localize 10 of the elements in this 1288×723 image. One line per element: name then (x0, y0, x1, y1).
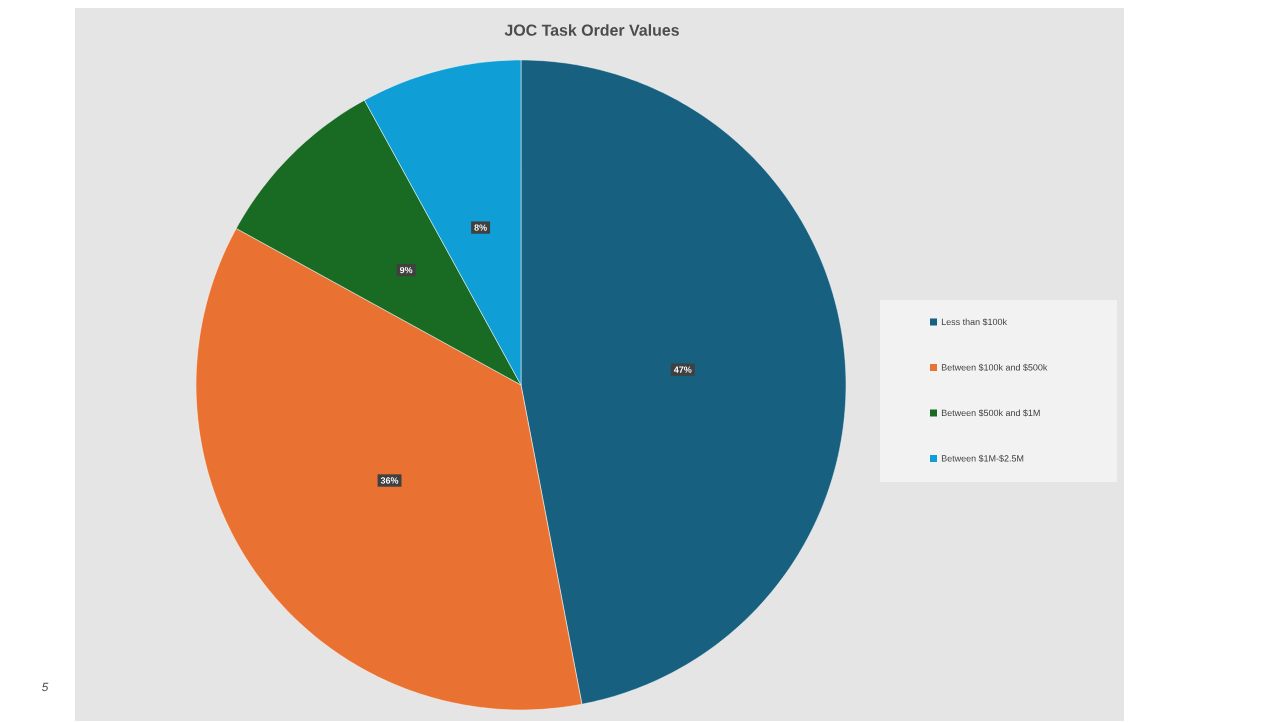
legend-label: Between $100k and $500k (941, 363, 1048, 372)
legend-label: Less than $100k (941, 318, 1008, 326)
data-label: 36% (380, 477, 399, 484)
data-label: 9% (399, 266, 413, 274)
legend-label: Between $500k and $1M (941, 409, 1040, 417)
text: 5 (41, 682, 49, 692)
legend-label: Between $1M-$2.5M (941, 454, 1024, 463)
data-label: 8% (474, 224, 487, 231)
chart-title: JOC Task Order Values (504, 24, 679, 36)
data-label: 47% (673, 366, 692, 373)
